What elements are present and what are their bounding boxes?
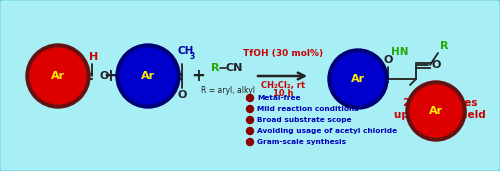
Text: Ar: Ar	[141, 71, 155, 81]
Text: Ar: Ar	[351, 74, 365, 84]
Text: CH₂Cl₂, rt: CH₂Cl₂, rt	[261, 81, 305, 90]
Circle shape	[246, 106, 254, 113]
Circle shape	[120, 48, 176, 104]
Circle shape	[116, 44, 180, 108]
Circle shape	[246, 116, 254, 123]
Text: +: +	[191, 67, 205, 85]
Text: O: O	[384, 55, 392, 65]
Text: R: R	[440, 41, 448, 51]
Text: Broad substrate scope: Broad substrate scope	[257, 117, 352, 123]
Text: O: O	[100, 71, 110, 81]
Text: TfOH (30 mol%): TfOH (30 mol%)	[243, 49, 323, 58]
Text: Avoiding usage of acetyl chloride: Avoiding usage of acetyl chloride	[257, 128, 397, 134]
Text: O: O	[432, 60, 442, 70]
Text: H: H	[90, 52, 98, 62]
Text: R = aryl, alkyl: R = aryl, alkyl	[201, 86, 255, 95]
Text: HN: HN	[390, 47, 408, 57]
Text: 3: 3	[190, 52, 195, 61]
Text: 27 examples: 27 examples	[403, 98, 477, 108]
Circle shape	[328, 49, 388, 109]
Circle shape	[246, 128, 254, 135]
Circle shape	[246, 95, 254, 102]
Text: CN: CN	[226, 63, 244, 73]
Circle shape	[406, 81, 466, 141]
Text: Ar: Ar	[429, 106, 443, 116]
Text: 10 h: 10 h	[273, 89, 293, 98]
Circle shape	[246, 139, 254, 146]
Circle shape	[332, 53, 384, 105]
Text: up to 87% yield: up to 87% yield	[394, 110, 486, 120]
Circle shape	[30, 48, 86, 104]
Text: O: O	[178, 90, 186, 100]
Text: Ar: Ar	[51, 71, 65, 81]
Text: Metal-free: Metal-free	[257, 95, 300, 101]
Text: Gram-scale synthesis: Gram-scale synthesis	[257, 139, 346, 145]
Circle shape	[26, 44, 90, 108]
Text: +: +	[103, 67, 117, 85]
Circle shape	[410, 85, 462, 137]
Text: R: R	[212, 63, 220, 73]
Text: Mild reaction conditions: Mild reaction conditions	[257, 106, 358, 112]
Text: CH: CH	[177, 46, 194, 56]
